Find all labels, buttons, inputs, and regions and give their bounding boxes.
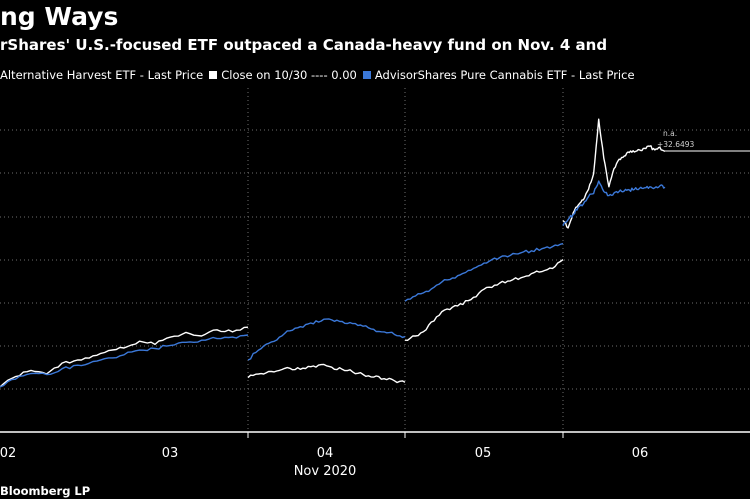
chart-legend: Alternative Harvest ETF - Last Price Clo… bbox=[0, 67, 641, 83]
annotation-na-label: n.a. bbox=[663, 129, 677, 138]
x-tick-label-05: 05 bbox=[475, 446, 492, 461]
chart-series bbox=[0, 118, 666, 388]
series-line-advisorshares-session-1 bbox=[0, 334, 249, 388]
chart-title: ng Ways bbox=[0, 2, 119, 31]
annotation-value-label: +32.6493 bbox=[657, 140, 695, 149]
x-tick-label-02: 02 bbox=[0, 446, 16, 461]
last-value-annotation: n.a. +32.6493 bbox=[657, 129, 750, 152]
x-tick-label-04: 04 bbox=[317, 446, 334, 461]
legend-item-close: Close on 10/30 ---- 0.00 bbox=[209, 68, 357, 82]
x-axis-label: Nov 2020 bbox=[294, 464, 357, 479]
series-line-alternative-harvest-session-2 bbox=[247, 363, 406, 384]
legend-item-alternative-harvest: Alternative Harvest ETF - Last Price bbox=[0, 68, 203, 82]
series-line-alternative-harvest-session-4 bbox=[562, 118, 666, 229]
source-footer: Bloomberg LP bbox=[0, 484, 91, 498]
legend-item-advisorshares: AdvisorShares Pure Cannabis ETF - Last P… bbox=[362, 68, 635, 82]
series-line-alternative-harvest-session-1 bbox=[0, 326, 249, 388]
legend-swatch-advisorshares bbox=[362, 71, 371, 79]
chart-subtitle: rShares' U.S.-focused ETF outpaced a Can… bbox=[0, 36, 608, 54]
series-line-advisorshares-session-2 bbox=[247, 318, 406, 361]
x-tick-label-06: 06 bbox=[632, 446, 649, 461]
x-axis-ticks: 02 03 04 05 06 bbox=[0, 432, 648, 461]
legend-label-advisorshares: AdvisorShares Pure Cannabis ETF - Last P… bbox=[374, 68, 635, 82]
x-tick-label-03: 03 bbox=[162, 446, 179, 461]
legend-label-close: Close on 10/30 ---- 0.00 bbox=[221, 68, 357, 82]
series-line-alternative-harvest-session-3 bbox=[404, 259, 564, 341]
series-line-advisorshares-session-3 bbox=[404, 242, 564, 302]
legend-label-alternative-harvest: Alternative Harvest ETF - Last Price bbox=[0, 68, 204, 82]
series-line-advisorshares-session-4 bbox=[562, 180, 666, 227]
chart-gridlines bbox=[0, 88, 750, 432]
legend-swatch-close bbox=[209, 71, 218, 79]
